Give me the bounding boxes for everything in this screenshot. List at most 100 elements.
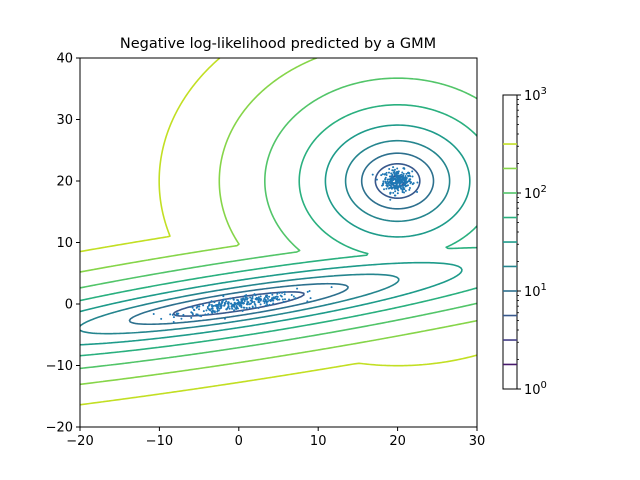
scatter-point (405, 177, 408, 180)
scatter-point (385, 187, 388, 190)
scatter-point (268, 295, 271, 298)
scatter-point (381, 173, 384, 176)
scatter-point (265, 294, 268, 297)
scatter-point (384, 180, 387, 183)
scatter-point (385, 173, 388, 176)
scatter-point (172, 316, 175, 319)
y-tick-label: 30 (56, 113, 73, 128)
scatter-point (253, 293, 256, 296)
scatter-point (276, 297, 279, 300)
scatter-point (210, 310, 213, 313)
scatter-point (283, 293, 286, 296)
scatter-point (251, 295, 254, 298)
scatter-point (395, 179, 398, 182)
scatter-point (206, 307, 209, 310)
scatter-point (392, 166, 395, 169)
scatter-point (292, 295, 295, 298)
scatter-point (259, 295, 262, 298)
scatter-point (403, 167, 406, 170)
contour-lines (80, 58, 477, 406)
scatter-point (238, 304, 241, 307)
scatter-point (210, 307, 213, 310)
scatter-point (266, 297, 269, 300)
scatter-point (416, 191, 419, 194)
scatter-point (228, 307, 231, 310)
scatter-point (281, 298, 284, 301)
scatter-point (210, 300, 213, 303)
scatter-point (259, 299, 262, 302)
scatter-point (245, 294, 248, 297)
y-tick-label: −10 (46, 359, 73, 374)
scatter-point (249, 299, 252, 302)
scatter-point (309, 297, 312, 300)
scatter-point (257, 296, 260, 299)
scatter-point (189, 305, 192, 308)
x-tick-label: 20 (389, 434, 406, 449)
scatter-point (169, 313, 172, 316)
scatter-point (397, 177, 400, 180)
scatter-point (245, 296, 248, 299)
scatter-point (399, 179, 402, 182)
scatter-point (330, 286, 333, 289)
scatter-point (371, 173, 374, 176)
scatter-point (242, 297, 245, 300)
scatter-point (220, 306, 223, 309)
scatter-point (202, 310, 205, 313)
scatter-point (276, 295, 279, 298)
colorbar-tick-label: 103 (524, 86, 547, 104)
scatter-point (386, 180, 389, 183)
scatter-point (230, 305, 233, 308)
scatter-point (233, 305, 236, 308)
scatter-point (176, 313, 179, 316)
scatter-point (264, 299, 267, 302)
scatter-point (409, 175, 412, 178)
scatter-point (222, 295, 225, 298)
scatter-point (180, 317, 183, 320)
scatter-point (271, 293, 274, 296)
scatter-point (394, 177, 397, 180)
scatter-point (202, 304, 205, 307)
scatter-point (406, 181, 409, 184)
scatter-point (216, 310, 219, 313)
scatter-point (152, 313, 155, 316)
scatter-point (384, 172, 387, 175)
scatter-point (390, 182, 393, 185)
y-tick-label: −20 (46, 421, 73, 436)
scatter-point (224, 302, 227, 305)
scatter-point (401, 181, 404, 184)
colorbar-tick-label: 102 (524, 184, 547, 202)
scatter-point (284, 298, 287, 301)
scatter-point (306, 300, 309, 303)
scatter-point (219, 305, 222, 308)
scatter-point (207, 313, 210, 316)
scatter-point (411, 170, 414, 173)
scatter-point (402, 174, 405, 177)
scatter-point (397, 174, 400, 177)
scatter-point (251, 306, 254, 309)
scatter-point (213, 301, 216, 304)
scatter-point (401, 171, 404, 174)
y-tick-label: 20 (56, 175, 73, 190)
scatter-point (400, 187, 403, 190)
colorbar-tick-label: 101 (524, 282, 547, 300)
scatter-point (394, 190, 397, 193)
scatter-point (403, 191, 406, 194)
scatter-point (226, 302, 229, 305)
scatter-point (389, 175, 392, 178)
scatter-point (266, 303, 269, 306)
scatter-point (249, 296, 252, 299)
scatter-point (387, 182, 390, 185)
scatter-point (385, 171, 388, 174)
scatter-point (182, 313, 185, 316)
scatter-point (393, 182, 396, 184)
scatter-point (383, 188, 386, 191)
scatter-point (250, 302, 253, 305)
scatter-point (281, 291, 284, 294)
contour-level (80, 139, 451, 335)
scatter-point (172, 321, 175, 324)
scatter-point (239, 302, 242, 305)
scatter-point (278, 291, 281, 294)
scatter-point (407, 171, 410, 174)
scatter-point (280, 295, 283, 298)
scatter-point (254, 306, 257, 309)
